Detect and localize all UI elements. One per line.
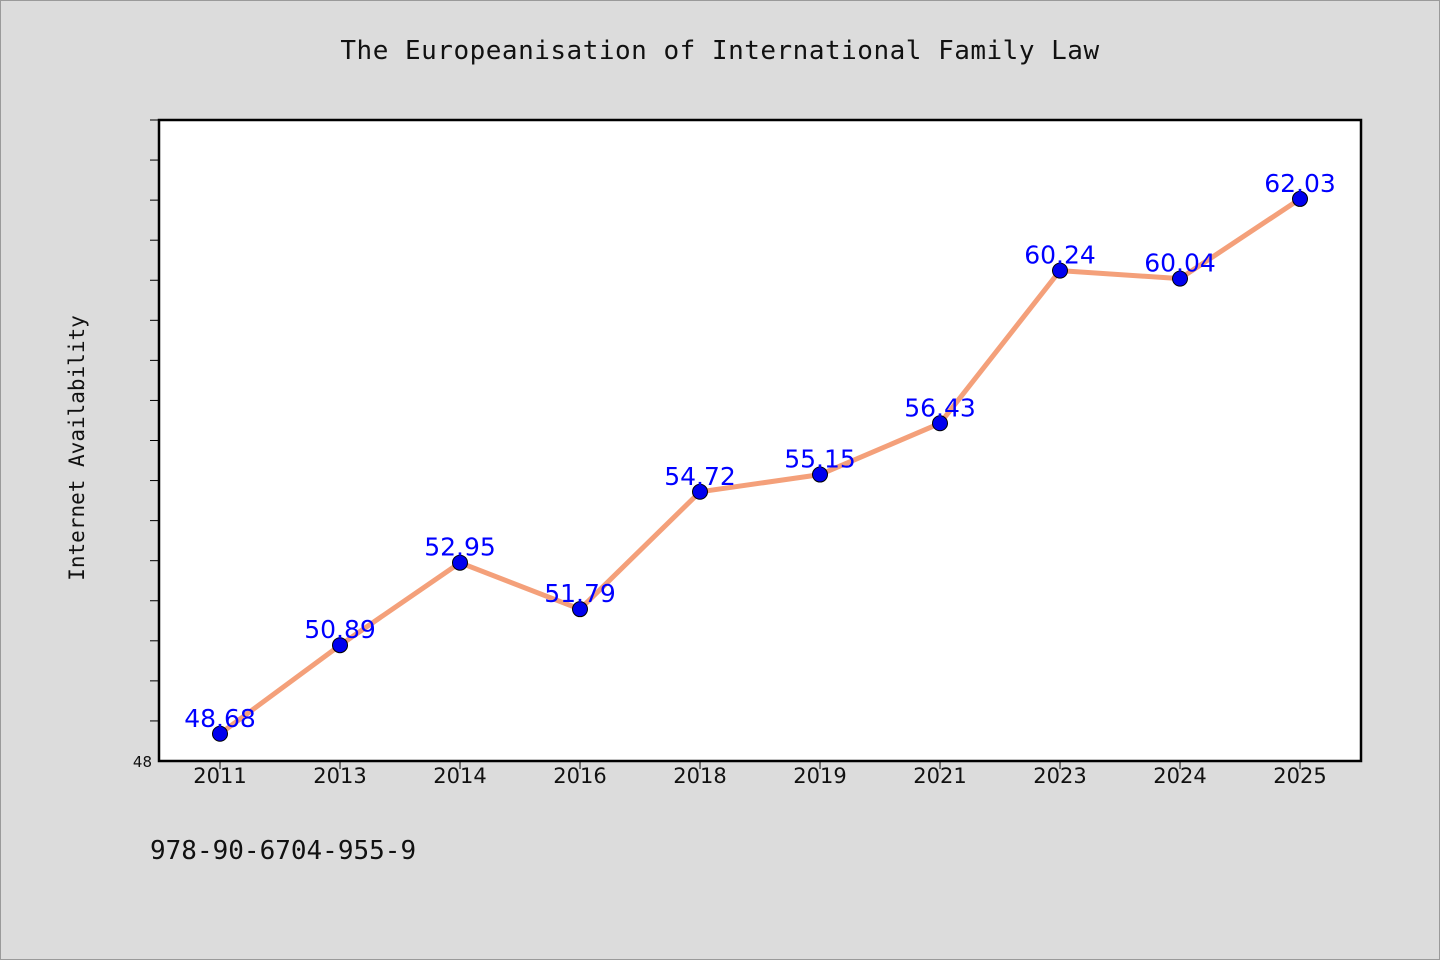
plot-area [157,118,1363,763]
series-line [217,196,1303,737]
x-tick-label: 2018 [673,764,726,788]
data-point [212,725,228,742]
data-point [452,554,468,571]
x-tick-label: 2021 [913,764,966,788]
data-markers [212,190,1308,742]
data-label: 48.68 [184,704,256,733]
x-tick-label: 2023 [1033,764,1086,788]
data-point [932,415,948,432]
data-point [1052,262,1068,279]
x-tick-label: 2024 [1153,764,1206,788]
x-tick-label: 2016 [553,764,606,788]
data-point [572,601,588,618]
data-label: 52.95 [424,533,496,562]
data-label: 60.24 [1024,241,1096,270]
data-label: 55.15 [784,445,856,474]
data-label: 62.03 [1264,169,1336,198]
data-label: 50.89 [304,615,376,644]
data-label: 60.04 [1144,249,1216,278]
data-labels: 48.68 50.89 52.95 51.79 54.72 55.15 56.43 60.24… [184,169,1336,733]
y-tick-label: 48 [133,753,152,771]
data-point [692,483,708,500]
data-point [1292,190,1308,207]
x-tick-label: 2019 [793,764,846,788]
data-label: 54.72 [664,462,736,491]
footer-isbn: 978-90-6704-955-9 [150,836,417,866]
data-point [812,466,828,483]
data-point [1172,270,1188,287]
x-tick-label: 2025 [1273,764,1326,788]
x-axis-ticks: 2011 2013 2014 2016 2018 2019 2021 2023 2024 2025 [193,761,1327,788]
x-tick-label: 2013 [313,764,366,788]
x-tick-label: 2011 [193,764,246,788]
data-point [332,637,348,654]
chart-title: The Europeanisation of International Fam… [340,36,1100,66]
y-axis-ticks: 48 [133,119,159,771]
data-label: 51.79 [544,579,616,608]
x-tick-label: 2014 [433,764,486,788]
data-label: 56.43 [904,393,976,422]
